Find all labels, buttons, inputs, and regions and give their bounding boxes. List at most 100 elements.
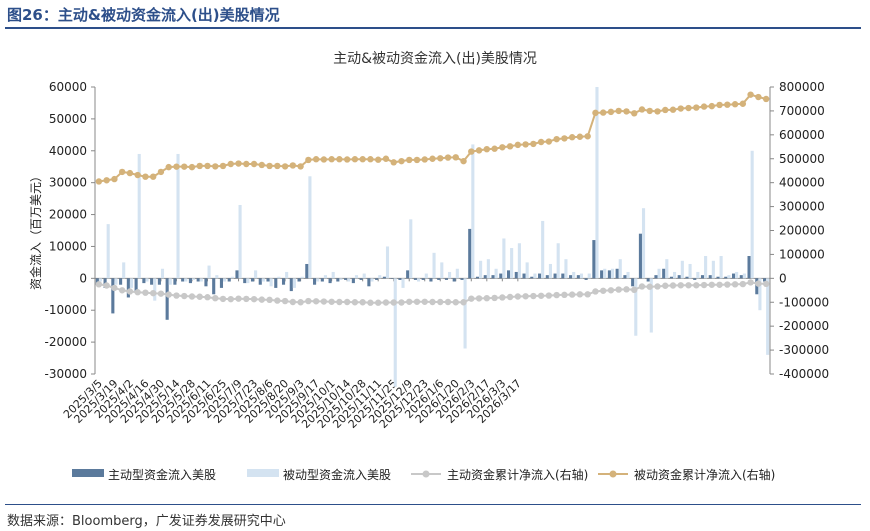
passive-cum-point [460,157,467,165]
passive-cum-point [530,140,537,148]
active-flow-bar [538,273,542,279]
active-flow-bar [219,278,224,288]
active-cum-point [250,295,258,303]
passive-flow-bar [455,268,459,279]
passive-cum-point [142,173,149,180]
active-flow-bar [142,278,146,284]
active-cum-point [398,299,405,306]
passive-flow-bar [223,278,227,282]
passive-cum-point [615,107,622,115]
passive-flow-bar [471,144,475,279]
passive-flow-bar [292,278,296,288]
active-flow-bar [747,256,751,279]
passive-flow-bar [626,271,630,279]
active-flow-bar [188,278,192,284]
active-cum-point [638,283,646,290]
y-tick-label: 30000 [49,176,87,190]
passive-flow-bar [766,278,770,355]
active-cum-point [731,281,739,288]
active-flow-bar [157,278,161,285]
passive-flow-bar [510,248,514,279]
active-flow-bar [196,278,200,282]
active-flow-bar [669,276,674,279]
passive-cum-point [693,104,700,111]
passive-flow-bar [199,278,203,282]
passive-flow-bar [665,259,669,279]
passive-cum-point [118,168,126,176]
y2-tick-label: -400000 [779,367,829,381]
passive-cum-point [111,175,118,183]
passive-flow-bar [347,278,351,282]
passive-cum-point [312,156,320,163]
passive-cum-point [491,145,498,152]
passive-flow-bar [401,278,405,288]
active-flow-bar [212,278,216,295]
y-tick-label: 40000 [49,144,87,158]
legend-swatch-active-flow-bar [72,469,104,477]
y2-tick-label: 600000 [779,128,825,142]
active-flow-bar [266,278,270,282]
active-cum-point [305,297,312,305]
passive-flow-bar [246,278,250,284]
active-cum-point [584,291,591,298]
passive-cum-point [188,163,196,171]
y-tick-label: 10000 [49,239,87,253]
passive-flow-bar [269,278,273,287]
active-flow-bar [274,278,278,288]
active-flow-bar [281,278,286,285]
active-cum-point [212,294,219,302]
passive-cum-point [483,145,491,153]
active-flow-bar [173,278,177,285]
active-cum-point [460,299,467,306]
active-flow-bar [406,270,410,279]
passive-cum-point [561,135,568,142]
y2-tick-label: -300000 [779,343,829,357]
active-cum-point [173,292,180,299]
passive-cum-point [646,107,653,115]
passive-cum-point [607,108,615,116]
active-cum-point [126,288,134,295]
passive-flow-bar [416,278,421,282]
active-cum-point [545,292,553,299]
active-cum-point [111,284,118,292]
passive-cum-point [351,156,359,163]
passive-cum-point [390,159,397,166]
passive-flow-bar [424,273,428,279]
passive-cum-point [468,148,475,155]
active-cum-point [530,292,537,300]
passive-cum-point [592,109,599,117]
active-cum-point [367,299,374,306]
active-flow-bar [530,276,534,279]
passive-flow-bar [385,246,390,279]
active-cum-point [118,287,126,294]
passive-cum-point [258,161,266,169]
active-flow-bar [592,240,596,279]
active-cum-point [483,294,491,302]
active-cum-point [669,282,677,289]
active-flow-bar [437,278,441,280]
passive-flow-bar [160,268,165,279]
passive-flow-bar [479,260,483,279]
passive-cum-point [700,103,708,110]
active-cum-point [406,298,413,305]
passive-flow-bar [525,262,529,279]
active-flow-bar [328,278,332,284]
active-flow-bar [763,278,767,282]
passive-cum-point [235,160,242,167]
passive-flow-bar [634,278,638,336]
active-flow-bar [491,275,495,279]
active-cum-point [95,281,103,288]
passive-cum-point [545,138,553,145]
y2-tick-label: -100000 [779,295,829,309]
passive-flow-bar [339,278,343,280]
active-cum-point [266,296,273,304]
passive-flow-bar [556,243,560,279]
active-cum-point [274,297,281,304]
active-cum-point [739,280,747,288]
passive-cum-point [522,141,529,148]
active-flow-bar [623,275,627,279]
passive-flow-bar [572,271,576,279]
active-cum-point [343,298,351,306]
active-flow-bar [119,278,123,285]
active-cum-point [724,281,731,288]
